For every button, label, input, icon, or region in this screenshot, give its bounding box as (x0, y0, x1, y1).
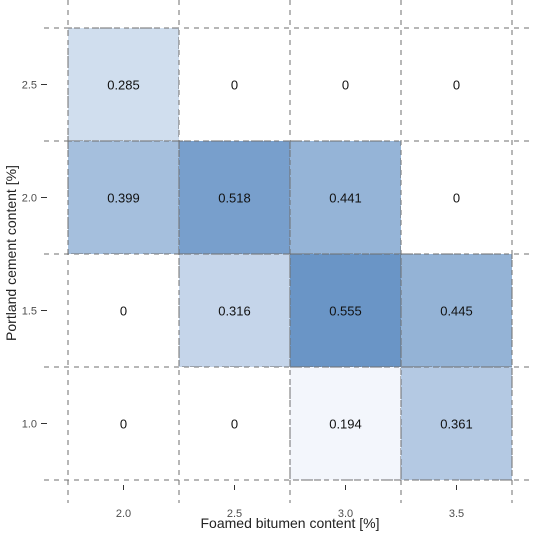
cell-value-label: 0.361 (440, 417, 473, 432)
x-axis-title: Foamed bitumen content [%] (201, 515, 380, 531)
heatmap-cell (401, 141, 512, 254)
heatmap-cell (67, 27, 180, 142)
heatmap-cell (178, 253, 291, 368)
cell-value-label: 0.285 (107, 78, 140, 93)
heatmap-cell (68, 254, 179, 367)
heatmap-cell (290, 28, 401, 141)
y-axis-title: Portland cement content [%] (3, 165, 19, 341)
heatmap-cell (179, 367, 290, 480)
cell-value-label: 0.399 (107, 191, 140, 206)
cell-value-label: 0.316 (218, 304, 251, 319)
heatmap-cell (401, 28, 512, 141)
x-tick-label: 2.5 (227, 508, 242, 520)
y-tick-label: 1.0 (22, 419, 37, 431)
x-axis-ticks: 2.0 2.5 3.0 3.5 (116, 485, 464, 520)
cell-value-label: 0.555 (329, 304, 362, 319)
x-tick-label: 2.0 (116, 508, 131, 520)
x-tick-label: 3.5 (449, 508, 464, 520)
y-tick-label: 1.5 (22, 306, 37, 318)
heatmap-cell (178, 140, 291, 255)
cell-value-label: 0.194 (329, 417, 362, 432)
cell-value-label: 0 (342, 78, 349, 93)
gridlines (44, 0, 530, 503)
y-axis-ticks: 2.5 2.0 1.5 1.0 (22, 80, 47, 431)
heatmap-cell (179, 28, 290, 141)
cell-value-label: 0.518 (218, 191, 251, 206)
heatmap-cell (68, 367, 179, 480)
heatmap-cell (289, 140, 402, 255)
heatmap-cell (400, 366, 513, 481)
cell-value-label: 0 (453, 78, 460, 93)
heatmap-cell (400, 253, 513, 368)
x-tick-label: 3.0 (338, 508, 353, 520)
cell-value-label: 0 (453, 191, 460, 206)
cell-value-label: 0.445 (440, 304, 473, 319)
cell-value-label: 0 (231, 78, 238, 93)
y-tick-label: 2.0 (22, 193, 37, 205)
heatmap-cell (289, 366, 402, 481)
cell-value-label: 0 (120, 417, 127, 432)
cell-value-label: 0 (120, 304, 127, 319)
heatmap-cells: 0.285 0 0 0 0.399 0.518 0.441 0 0 0.316 0.555 0.445… (67, 27, 513, 481)
heatmap-cell (67, 140, 180, 255)
cell-value-label: 0.441 (329, 191, 362, 206)
y-tick-label: 2.5 (22, 80, 37, 92)
cell-value-label: 0 (231, 417, 238, 432)
heatmap-cell (289, 253, 402, 368)
